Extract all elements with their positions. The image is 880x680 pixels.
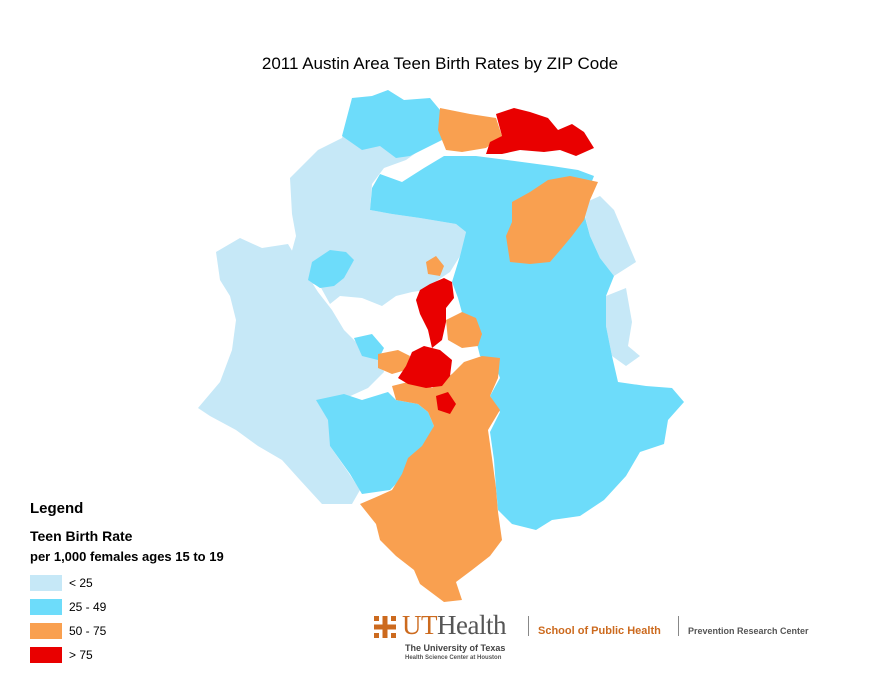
zip-region-south-orange[interactable] — [360, 356, 502, 602]
zip-region-central-west-orange[interactable] — [378, 350, 410, 374]
uthealth-wordmark: UTHealth — [402, 610, 506, 640]
legend-subtitle: Teen Birth Rate — [30, 528, 133, 544]
zip-region-west[interactable] — [198, 238, 384, 504]
zip-region-northeast-strip[interactable] — [582, 196, 636, 276]
legend-heading: Legend — [30, 500, 84, 517]
legend-label-gt75: > 75 — [69, 648, 93, 662]
zip-region-central-orange[interactable] — [446, 312, 482, 348]
category-gt75-regions — [398, 108, 594, 414]
map-title: 2011 Austin Area Teen Birth Rates by ZIP… — [261, 54, 619, 73]
legend-swatch-50-75 — [30, 623, 62, 639]
prevention-research-center: Prevention Research Center — [688, 626, 809, 636]
university-name: The University of Texas — [405, 643, 506, 653]
legend-item-50-75: 50 - 75 — [30, 620, 290, 642]
zip-region-northeast-orange[interactable] — [506, 176, 598, 264]
school-of-public-health: School of Public Health — [538, 625, 661, 637]
zip-region-central-red-south[interactable] — [398, 346, 452, 388]
zip-region-north-central[interactable] — [370, 156, 684, 530]
legend-label-25-49: 25 - 49 — [69, 600, 107, 614]
category-50-75-regions — [360, 108, 598, 602]
brand-divider-2 — [678, 616, 679, 636]
legend-item-gt75: > 75 — [30, 644, 290, 666]
uthealth-branding: UTHealth School of Public Health Prevent… — [372, 610, 832, 668]
brand-divider-1 — [528, 616, 529, 636]
zip-region-central-west[interactable] — [354, 334, 384, 360]
zip-region-north-orange[interactable] — [438, 108, 502, 152]
legend-item-lt25: < 25 — [30, 572, 290, 594]
legend-swatch-gt75 — [30, 647, 62, 663]
zip-region-small-west[interactable] — [308, 250, 354, 288]
legend: Legend Teen Birth Rate per 1,000 females… — [30, 500, 290, 668]
zip-region-east-strip[interactable] — [606, 288, 640, 366]
zip-region-far-north[interactable] — [342, 90, 442, 158]
zip-region-central-red-north[interactable] — [416, 278, 454, 348]
legend-swatch-25-49 — [30, 599, 62, 615]
legend-swatch-lt25 — [30, 575, 62, 591]
health-science-center: Health Science Center at Houston — [405, 655, 502, 661]
uthealth-logo-icon — [374, 616, 396, 638]
zip-region-central-small-orange[interactable] — [426, 256, 444, 276]
legend-item-25-49: 25 - 49 — [30, 596, 290, 618]
zip-region-small-red[interactable] — [436, 392, 456, 414]
legend-label-lt25: < 25 — [69, 576, 93, 590]
zip-region-north-red[interactable] — [486, 108, 594, 156]
legend-subtitle-units: per 1,000 females ages 15 to 19 — [30, 549, 224, 564]
legend-label-50-75: 50 - 75 — [69, 624, 107, 638]
